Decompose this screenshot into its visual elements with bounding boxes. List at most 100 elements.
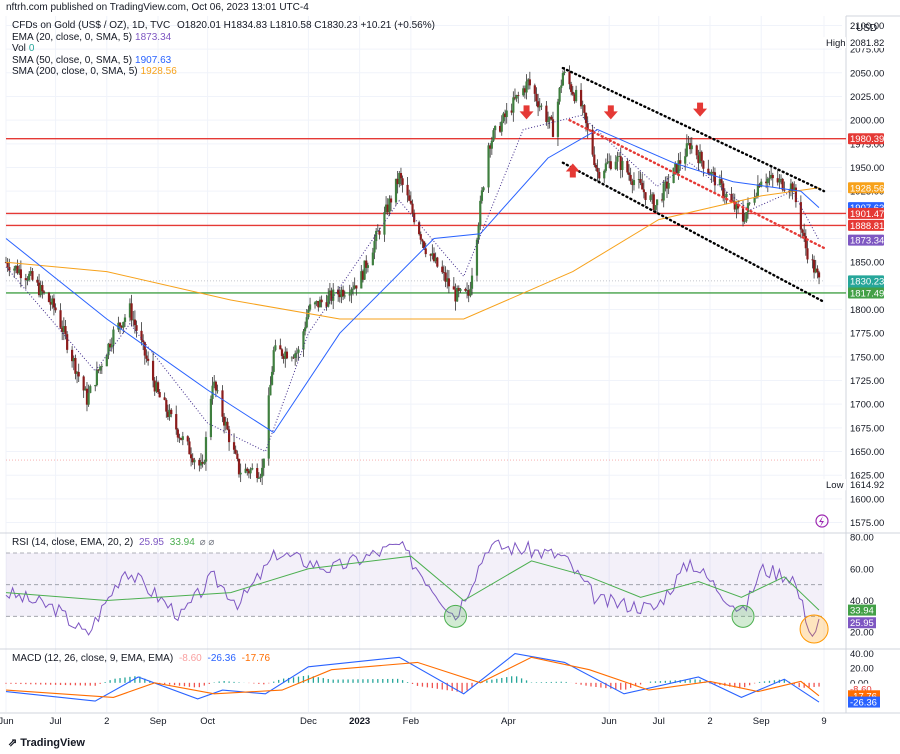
- candle-body: [459, 288, 462, 291]
- candle-body: [464, 288, 467, 291]
- candle-body: [178, 437, 181, 439]
- candle-body: [394, 178, 398, 203]
- candle-body: [199, 462, 203, 466]
- candle-body: [406, 184, 409, 196]
- rsi-tick-label: 20.00: [850, 628, 874, 639]
- candle-body: [123, 317, 127, 322]
- candle-body: [556, 101, 560, 137]
- candle-body: [191, 458, 194, 463]
- candle-body: [74, 357, 77, 374]
- price-tick-label: 2000.00: [850, 116, 884, 127]
- candle-body: [378, 230, 381, 235]
- candle-body: [224, 421, 227, 426]
- candle-body: [166, 411, 170, 418]
- candle-body: [741, 208, 745, 222]
- lightning-icon-bolt: [819, 516, 824, 527]
- sma200-line: [5, 187, 820, 320]
- time-axis-label: Jul: [49, 716, 61, 727]
- price-tick-label: 2075.00: [850, 45, 884, 56]
- candle-body: [105, 355, 108, 367]
- legend-label: SMA (50, close, 0, SMA, 5): [12, 54, 133, 66]
- candle-body: [606, 162, 609, 164]
- price-tick-label: 1575.00: [850, 518, 884, 529]
- candle-body: [175, 414, 178, 430]
- candle-body: [6, 262, 9, 268]
- candle-body: [687, 143, 690, 144]
- time-axis-label: Jun: [0, 716, 14, 727]
- settings-icon[interactable]: ⌀ ⌀: [199, 537, 215, 548]
- candle-body: [609, 161, 612, 170]
- candle-body: [760, 181, 763, 187]
- legend-row: SMA (50, close, 0, SMA, 5) 1907.63: [12, 55, 435, 67]
- candle-body: [649, 195, 652, 200]
- candle-body: [77, 371, 80, 377]
- candle-body: [499, 126, 502, 132]
- candle-body: [239, 472, 242, 475]
- candle-body: [684, 156, 687, 164]
- candle-body: [523, 88, 526, 93]
- candle-body: [365, 260, 368, 268]
- legend-row: EMA (20, close, 0, SMA, 5) 1873.34: [12, 32, 435, 44]
- candle-body: [302, 331, 305, 350]
- candle-body: [442, 272, 446, 273]
- candle-body: [804, 236, 807, 249]
- macd-tag-text: -26.36: [850, 698, 877, 709]
- candle-body: [24, 278, 27, 281]
- candle-body: [62, 326, 65, 332]
- candle-body: [475, 239, 479, 276]
- candle-body: [713, 172, 717, 186]
- candle-body: [617, 156, 621, 158]
- price-tick-label: 1625.00: [850, 471, 884, 482]
- ohlc-values: O1820.01 H1834.83 L1810.58 C1830.23 +10.…: [176, 20, 435, 31]
- candle-body: [47, 292, 51, 302]
- candle-body: [249, 469, 252, 474]
- candle-body: [743, 221, 746, 223]
- candle-body: [695, 145, 698, 156]
- candle-body: [662, 183, 665, 201]
- rsi-tick-label: 80.00: [850, 533, 874, 544]
- candle-body: [799, 202, 802, 230]
- candle-body: [770, 174, 773, 179]
- candle-body: [122, 321, 125, 328]
- candle-body: [477, 225, 480, 240]
- candle-body: [350, 289, 353, 295]
- candle-body: [237, 458, 241, 475]
- lightning-icon: [815, 514, 829, 528]
- candle-body: [204, 437, 208, 462]
- price-tick-label: 1975.00: [850, 139, 884, 150]
- candle-body: [788, 190, 791, 192]
- candle-body: [540, 105, 543, 107]
- candle-body: [655, 199, 659, 206]
- rsi-label: RSI (14, close, EMA, 20, 2): [12, 537, 134, 548]
- macd-label: MACD (12, 26, close, 9, EMA, EMA): [12, 653, 174, 664]
- candle-body: [363, 260, 366, 280]
- price-tag-text: 1980.39: [850, 134, 884, 145]
- candle-body: [221, 390, 224, 417]
- candle-body: [285, 351, 289, 359]
- candle-body: [446, 278, 449, 282]
- candle-body: [398, 173, 401, 185]
- time-axis-label: 2: [707, 716, 712, 727]
- time-axis-label: 2: [104, 716, 109, 727]
- candle-body: [145, 355, 148, 359]
- candle-body: [429, 254, 432, 256]
- candle-body: [434, 257, 437, 262]
- price-legend: CFDs on Gold (US$ / OZ), 1D, TVC O1820.0…: [12, 20, 435, 78]
- candle-body: [803, 232, 806, 237]
- candle-body: [133, 319, 136, 326]
- candle-body: [82, 376, 85, 391]
- candle-body: [153, 380, 156, 392]
- arrow-down-icon: [603, 105, 618, 120]
- rsi-legend: RSI (14, close, EMA, 20, 2) 25.95 33.94 …: [12, 537, 214, 549]
- macd-tick-label: 40.00: [850, 649, 874, 660]
- candle-body: [806, 248, 809, 260]
- candle-body: [318, 299, 322, 308]
- price-tag-text: 2081.82: [850, 38, 884, 49]
- candle-body: [735, 203, 738, 210]
- candle-body: [515, 94, 518, 99]
- candle-body: [87, 392, 90, 405]
- tag-prefix-bg: [822, 479, 846, 491]
- candle-body: [413, 212, 416, 223]
- rsi-highlight-circle: [443, 604, 467, 628]
- candle-body: [203, 461, 206, 464]
